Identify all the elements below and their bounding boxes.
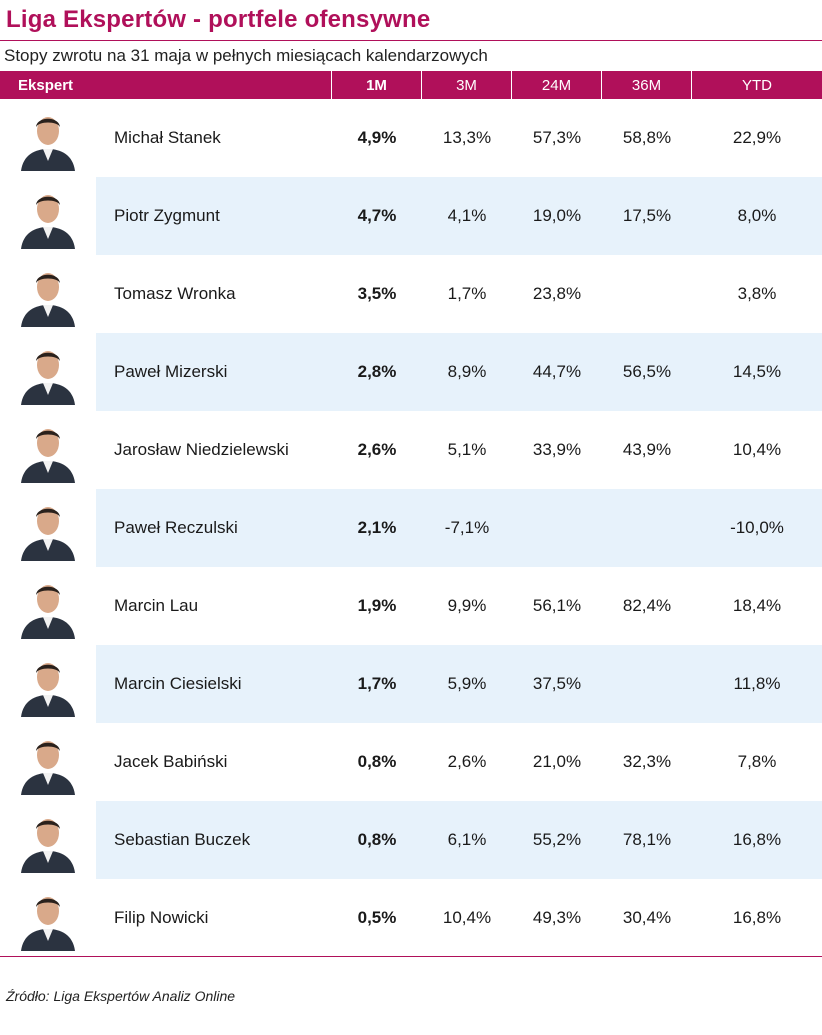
table-row: Sebastian Buczek 0,8% 6,1% 55,2% 78,1% 16,8% [0,801,822,879]
avatar-photo [0,177,96,255]
return-24m: 49,3% [532,908,582,927]
return-ytd: 22,9% [732,128,782,147]
expert-name: Marcin Ciesielski [114,674,242,693]
return-ytd: 3,8% [737,284,777,303]
return-1m: 3,5% [357,284,397,303]
return-1m: 0,8% [357,830,397,849]
expert-name: Marcin Lau [114,596,199,615]
return-3m: 10,4% [442,908,492,927]
avatar-photo [0,411,96,489]
return-1m: 4,9% [357,128,397,147]
return-3m: -7,1% [444,518,490,537]
avatar-photo [0,879,96,957]
return-ytd: -10,0% [730,518,784,537]
return-36m: 17,5% [622,206,672,225]
returns-table: Ekspert 1M 3M 24M 36M YTD Michał Stanek 4… [0,71,822,957]
avatar-photo [0,489,96,567]
avatar-photo [0,645,96,723]
table-row: Paweł Mizerski 2,8% 8,9% 44,7% 56,5% 14,5% [0,333,822,411]
return-36m: 82,4% [622,596,672,615]
table-header: Ekspert 1M 3M 24M 36M YTD [0,71,822,99]
header-ytd: YTD [742,76,772,94]
return-3m: 4,1% [447,206,487,225]
return-3m: 6,1% [447,830,487,849]
table-row: Jarosław Niedzielewski 2,6% 5,1% 33,9% 43,9%… [0,411,822,489]
page-subtitle: Stopy zwrotu na 31 maja w pełnych miesią… [4,46,488,65]
expert-name: Michał Stanek [114,128,221,147]
return-ytd: 14,5% [732,362,782,381]
table-row: Paweł Reczulski 2,1% -7,1% -10,0% [0,489,822,567]
return-24m: 55,2% [532,830,582,849]
return-3m: 13,3% [442,128,492,147]
header-3m: 3M [422,71,512,99]
table-row: Jacek Babiński 0,8% 2,6% 21,0% 32,3% 7,8% [0,723,822,801]
expert-name: Sebastian Buczek [114,830,251,849]
return-ytd: 16,8% [732,908,782,927]
avatar-photo [0,333,96,411]
return-ytd: 8,0% [737,206,777,225]
table-row: Michał Stanek 4,9% 13,3% 57,3% 58,8% 22,9% [0,99,822,177]
source-note: Źródło: Liga Ekspertów Analiz Online [6,988,236,1004]
header-ekspert: Ekspert [0,71,332,99]
return-ytd: 10,4% [732,440,782,459]
return-36m: 56,5% [622,362,672,381]
header-1m: 1M [332,71,422,99]
return-3m: 1,7% [447,284,487,303]
return-ytd: 18,4% [732,596,782,615]
header-36m: 36M [602,71,692,99]
expert-name: Jarosław Niedzielewski [114,440,289,459]
title-divider [0,40,822,41]
avatar-photo [0,99,96,177]
table-row: Filip Nowicki 0,5% 10,4% 49,3% 30,4% 16,8% [0,879,822,957]
expert-name: Piotr Zygmunt [114,206,220,225]
return-1m: 0,5% [357,908,397,927]
return-36m: 32,3% [622,752,672,771]
return-ytd: 16,8% [732,830,782,849]
bottom-divider [0,956,822,957]
return-24m: 44,7% [532,362,582,381]
return-1m: 4,7% [357,206,397,225]
expert-name: Tomasz Wronka [114,284,236,303]
page-title: Liga Ekspertów - portfele ofensywne [6,6,431,33]
expert-name: Jacek Babiński [114,752,228,771]
expert-name: Paweł Mizerski [114,362,228,381]
return-24m: 57,3% [532,128,582,147]
return-24m: 37,5% [532,674,582,693]
return-36m: 58,8% [622,128,672,147]
return-3m: 5,1% [447,440,487,459]
return-24m: 21,0% [532,752,582,771]
return-24m: 19,0% [532,206,582,225]
expert-name: Paweł Reczulski [114,518,238,537]
return-3m: 2,6% [447,752,487,771]
avatar-photo [0,723,96,801]
table-body: Michał Stanek 4,9% 13,3% 57,3% 58,8% 22,9% Pio… [0,99,822,957]
return-24m: 56,1% [532,596,582,615]
return-24m: 33,9% [532,440,582,459]
avatar-photo [0,255,96,333]
return-ytd: 11,8% [733,674,781,693]
return-1m: 2,6% [357,440,397,459]
return-ytd: 7,8% [737,752,777,771]
table-row: Piotr Zygmunt 4,7% 4,1% 19,0% 17,5% 8,0% [0,177,822,255]
table-row: Tomasz Wronka 3,5% 1,7% 23,8% 3,8% [0,255,822,333]
return-3m: 5,9% [447,674,487,693]
return-1m: 2,8% [357,362,397,381]
return-1m: 2,1% [357,518,397,537]
return-36m: 78,1% [622,830,672,849]
avatar-photo [0,801,96,879]
return-24m: 23,8% [532,284,582,303]
header-24m: 24M [512,71,602,99]
return-3m: 9,9% [447,596,487,615]
table-row: Marcin Lau 1,9% 9,9% 56,1% 82,4% 18,4% [0,567,822,645]
return-1m: 1,9% [357,596,397,615]
return-1m: 1,7% [357,674,397,693]
avatar-photo [0,567,96,645]
expert-name: Filip Nowicki [114,908,209,927]
return-36m: 43,9% [622,440,672,459]
return-1m: 0,8% [357,752,397,771]
return-36m: 30,4% [622,908,672,927]
return-3m: 8,9% [447,362,487,381]
table-row: Marcin Ciesielski 1,7% 5,9% 37,5% 11,8% [0,645,822,723]
